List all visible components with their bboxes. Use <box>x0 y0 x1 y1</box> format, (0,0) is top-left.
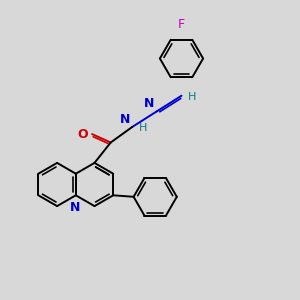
Text: H: H <box>139 123 147 134</box>
Text: N: N <box>69 201 80 214</box>
Text: N: N <box>119 113 130 126</box>
Text: O: O <box>78 128 88 141</box>
Text: F: F <box>178 19 185 32</box>
Text: N: N <box>144 97 154 110</box>
Text: H: H <box>188 92 196 102</box>
